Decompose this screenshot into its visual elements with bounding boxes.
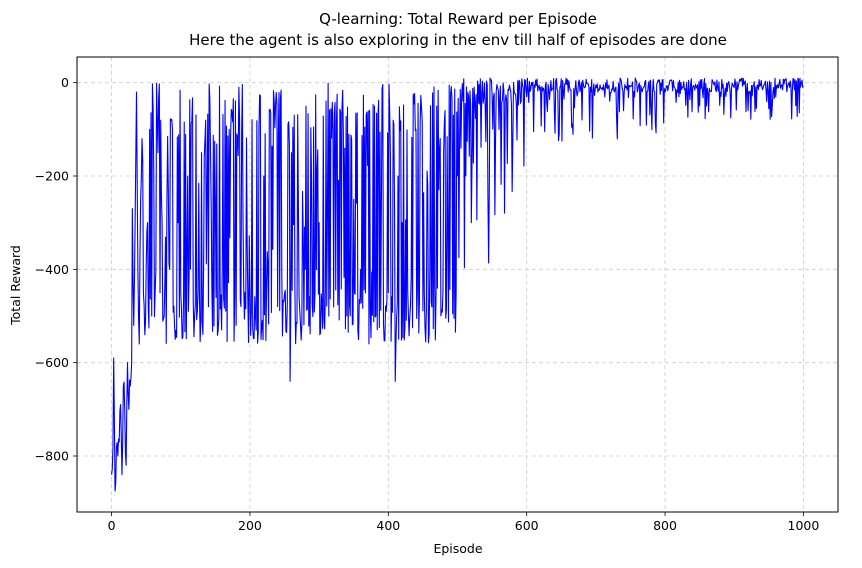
chart-titles: Q-learning: Total Reward per Episode Her… xyxy=(189,10,727,49)
x-tick-label: 1000 xyxy=(788,518,820,533)
y-axis: −800 −600 −400 −200 0 xyxy=(35,75,77,464)
y-tick-label: −600 xyxy=(35,355,69,370)
x-tick-label: 0 xyxy=(108,518,116,533)
x-tick-label: 600 xyxy=(515,518,539,533)
chart-title: Q-learning: Total Reward per Episode xyxy=(319,10,597,28)
plot-frame xyxy=(76,56,839,513)
x-axis: 0 200 400 600 800 1000 xyxy=(108,512,820,533)
x-tick-label: 400 xyxy=(376,518,400,533)
y-tick-label: −800 xyxy=(35,449,69,464)
x-tick-label: 200 xyxy=(238,518,262,533)
x-tick-label: 800 xyxy=(653,518,677,533)
series-line xyxy=(111,77,804,492)
chart-subtitle: Here the agent is also exploring in the … xyxy=(189,31,727,49)
plot-area xyxy=(111,77,804,492)
y-tick-label: −200 xyxy=(35,169,69,184)
y-tick-label: −400 xyxy=(35,262,69,277)
x-axis-label: Episode xyxy=(433,541,482,556)
y-axis-label: Total Reward xyxy=(8,245,23,326)
y-tick-label: 0 xyxy=(61,75,69,90)
